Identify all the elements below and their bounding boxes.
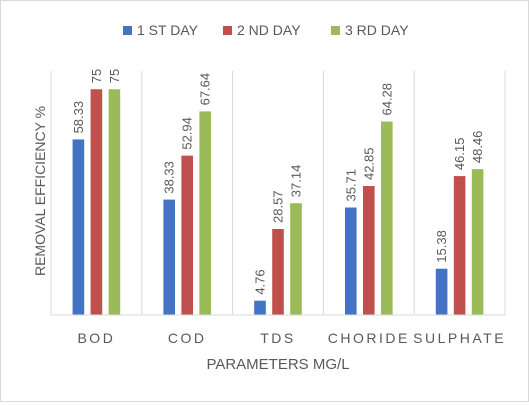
legend: 1 ST DAY 2 ND DAY 3 RD DAY (123, 22, 409, 38)
x-tick-label-cod: COD (168, 330, 207, 346)
x-tick-label-bod: BOD (77, 330, 115, 346)
bar-cod-1-st-day (163, 199, 175, 315)
bar-tds-1-st-day (254, 300, 266, 315)
bar-choride-3-rd-day (381, 121, 393, 315)
bar-tds-2-nd-day (272, 229, 284, 315)
bar-bod-3-rd-day (108, 89, 121, 315)
bar-sulphate-1-st-day (435, 268, 448, 315)
bar-choride-1-st-day (345, 207, 357, 315)
legend-label-3-rd-day: 3 RD DAY (345, 22, 409, 38)
x-tick-labels: BOD COD TDS CHORIDE SULPHATE (77, 330, 506, 346)
bar-bod-1-st-day (72, 139, 85, 315)
data-label-sulphate-1-st-day: 15.38 (434, 230, 449, 263)
x-axis-title: PARAMETERS MG/L (206, 356, 349, 373)
x-tick-label-tds: TDS (260, 330, 296, 346)
bar-bod-2-nd-day (90, 89, 103, 315)
x-tick-label-sulphate: SULPHATE (413, 330, 506, 346)
data-label-tds-1-st-day: 4.76 (253, 269, 268, 294)
bars (72, 89, 484, 316)
data-label-tds-2-nd-day: 28.57 (271, 190, 286, 223)
bar-cod-3-rd-day (199, 111, 211, 316)
bar-choride-2-nd-day (363, 186, 375, 315)
data-label-cod-2-nd-day: 52.94 (180, 117, 195, 150)
x-tick-label-choride: CHORIDE (328, 330, 410, 346)
data-label-sulphate-2-nd-day: 46.15 (452, 138, 467, 171)
legend-label-1-st-day: 1 ST DAY (137, 22, 199, 38)
category-separators (50, 71, 506, 315)
data-label-cod-3-rd-day: 67.64 (198, 73, 213, 106)
data-label-choride-2-nd-day: 42.85 (361, 147, 376, 180)
data-label-choride-3-rd-day: 64.28 (379, 83, 394, 116)
data-label-choride-1-st-day: 35.71 (343, 169, 358, 202)
data-label-tds-3-rd-day: 37.14 (289, 165, 304, 198)
bar-tds-3-rd-day (290, 203, 302, 315)
data-label-bod-2-nd-day: 75 (89, 69, 104, 83)
legend-swatch-1-st-day (123, 26, 132, 35)
bar-cod-2-nd-day (181, 155, 193, 315)
data-label-bod-3-rd-day: 75 (107, 69, 122, 83)
data-label-bod-1-st-day: 58.33 (71, 101, 86, 134)
legend-swatch-2-nd-day (223, 26, 232, 35)
data-label-sulphate-3-rd-day: 48.46 (470, 131, 485, 164)
legend-swatch-3-rd-day (331, 26, 340, 35)
legend-label-2-nd-day: 2 ND DAY (237, 22, 301, 38)
bar-sulphate-3-rd-day (471, 169, 484, 315)
data-label-cod-1-st-day: 38.33 (162, 161, 177, 194)
bar-sulphate-2-nd-day (453, 176, 466, 315)
y-axis-title: REMOVAL EFFICIENCY % (32, 106, 48, 276)
